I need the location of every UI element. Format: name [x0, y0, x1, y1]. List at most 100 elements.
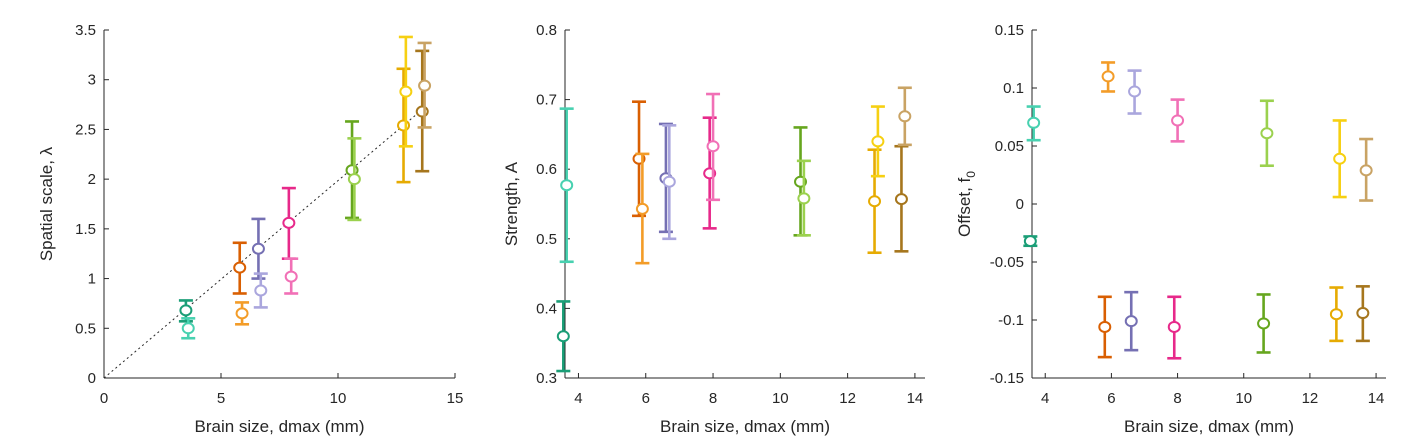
- data-point-5: [1124, 290, 1139, 352]
- marker-circle: [556, 330, 570, 343]
- data-point-12: [398, 35, 413, 148]
- reference-line: [103, 109, 423, 379]
- x-axis-label: Brain size, dmax (mm): [660, 417, 830, 436]
- y-axis-label-text: Offset, f: [955, 177, 974, 236]
- marker-circle: [1023, 235, 1037, 248]
- y-tick-label: 0.8: [536, 22, 557, 39]
- marker-circle: [871, 135, 885, 148]
- data-point-10: [796, 159, 811, 237]
- marker-circle: [1333, 152, 1347, 165]
- y-tick-label: 3: [88, 72, 96, 89]
- marker-circle: [560, 179, 574, 192]
- marker-circle: [399, 85, 413, 98]
- data-point-9: [1256, 293, 1271, 354]
- marker-circle: [1027, 116, 1041, 129]
- data-point-1: [556, 300, 571, 373]
- x-tick-label: 4: [574, 390, 582, 407]
- x-tick-label: 14: [907, 390, 924, 407]
- marker-circle: [282, 216, 296, 229]
- marker-circle: [1329, 308, 1343, 321]
- y-tick-label: -0.05: [990, 254, 1024, 271]
- data-point-6: [1127, 69, 1142, 115]
- x-tick-label: 12: [839, 390, 856, 407]
- chart-panel-2: 4 6 8 10 12 14 0.3 0.4 0.5 0.6 0.7 0.8 Brain size, d…: [502, 22, 925, 436]
- x-tick-label: 6: [642, 390, 650, 407]
- data-point-6: [253, 272, 268, 309]
- data-point-13: [894, 144, 909, 253]
- marker-circle: [179, 304, 193, 317]
- marker-circle: [1171, 114, 1185, 127]
- y-tick-label: 0.4: [536, 300, 557, 317]
- y-tick-label: 2.5: [75, 121, 96, 138]
- y-tick-label: 0: [88, 370, 96, 387]
- marker-circle: [1257, 317, 1271, 330]
- data-point-3: [1097, 295, 1112, 359]
- x-tick-label: 10: [1235, 390, 1252, 407]
- y-tick-label: 0.7: [536, 92, 557, 109]
- data-point-13: [415, 49, 430, 173]
- marker-circle: [894, 193, 908, 206]
- data-point-8: [1170, 98, 1185, 143]
- data-point-4: [635, 152, 650, 265]
- x-tick-label: 4: [1041, 390, 1049, 407]
- y-tick-label: 3.5: [75, 22, 96, 39]
- data-point-2: [1026, 105, 1041, 142]
- marker-circle: [418, 79, 432, 92]
- y-axis-label-text: Strength, A: [502, 161, 521, 246]
- data-point-3: [232, 241, 247, 295]
- data-point-1: [1023, 235, 1038, 248]
- x-tick-label: 10: [330, 390, 347, 407]
- x-tick-label: 14: [1368, 390, 1385, 407]
- y-tick-label: 0.15: [995, 22, 1024, 39]
- marker-circle: [254, 284, 268, 297]
- marker-circle: [235, 307, 249, 320]
- marker-circle: [1167, 320, 1181, 333]
- y-axis-label: Offset, f0: [955, 171, 978, 237]
- data-point-7: [281, 186, 296, 260]
- data-point-9: [345, 120, 360, 220]
- data-point-12: [870, 105, 885, 178]
- data-point-14: [1359, 137, 1374, 202]
- data-point-4: [1101, 61, 1116, 93]
- y-tick-label: 0.6: [536, 161, 557, 178]
- x-tick-label: 0: [100, 390, 108, 407]
- data-point-8: [706, 92, 721, 202]
- y-tick-label: -0.15: [990, 370, 1024, 387]
- marker-circle: [1260, 127, 1274, 140]
- x-tick-label: 15: [447, 390, 464, 407]
- y-axis-label: Strength, A: [502, 161, 521, 246]
- chart-panel-1: 0 5 10 15 0 0.5 1 1.5 2 2.5 3 3.5 Brain size, dmax (…: [37, 22, 463, 436]
- data-point-5: [251, 217, 266, 280]
- marker-circle: [181, 322, 195, 335]
- marker-circle: [415, 105, 429, 118]
- x-tick-label: 10: [772, 390, 789, 407]
- marker-circle: [1359, 164, 1373, 177]
- marker-circle: [1128, 85, 1142, 98]
- data-point-9: [793, 126, 808, 237]
- data-point-7: [1167, 295, 1182, 360]
- data-point-11: [867, 148, 882, 255]
- data-point-10: [347, 137, 362, 222]
- marker-circle: [635, 202, 649, 215]
- data-point-1: [178, 299, 193, 323]
- y-tick-label: 0.05: [995, 138, 1024, 155]
- x-axis-label: Brain size, dmax (mm): [1124, 417, 1294, 436]
- y-tick-label: 0: [1016, 196, 1024, 213]
- marker-circle: [397, 119, 411, 132]
- y-axis-label-text: Spatial scale, λ: [37, 146, 56, 261]
- data-point-2: [559, 107, 574, 264]
- marker-circle: [233, 261, 247, 274]
- data-point-12: [1332, 119, 1347, 199]
- data-point-14: [417, 41, 432, 129]
- data-point-2: [181, 317, 196, 340]
- marker-circle: [1101, 70, 1115, 83]
- y-tick-label: 1.5: [75, 221, 96, 238]
- x-tick-label: 8: [709, 390, 717, 407]
- data-point-7: [702, 116, 717, 230]
- data-point-6: [662, 124, 677, 241]
- data-point-10: [1259, 99, 1274, 168]
- marker-circle: [347, 173, 361, 186]
- x-tick-label: 8: [1173, 390, 1181, 407]
- marker-circle: [284, 270, 298, 283]
